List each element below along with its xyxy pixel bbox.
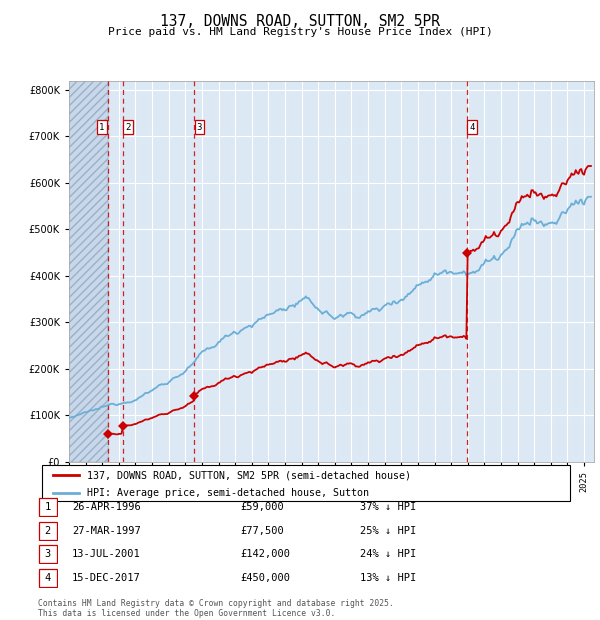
Text: 27-MAR-1997: 27-MAR-1997: [72, 526, 141, 536]
Text: 4: 4: [44, 573, 51, 583]
Bar: [69, 81, 107, 462]
Text: 24% ↓ HPI: 24% ↓ HPI: [360, 549, 416, 559]
Text: 3: 3: [44, 549, 51, 559]
Text: 13-JUL-2001: 13-JUL-2001: [72, 549, 141, 559]
Text: 137, DOWNS ROAD, SUTTON, SM2 5PR (semi-detached house): 137, DOWNS ROAD, SUTTON, SM2 5PR (semi-d…: [87, 470, 411, 480]
Text: 13% ↓ HPI: 13% ↓ HPI: [360, 573, 416, 583]
Bar: [69, 81, 107, 462]
Text: 15-DEC-2017: 15-DEC-2017: [72, 573, 141, 583]
Text: Price paid vs. HM Land Registry's House Price Index (HPI): Price paid vs. HM Land Registry's House …: [107, 27, 493, 37]
Text: 1: 1: [99, 123, 104, 131]
Text: 3: 3: [197, 123, 202, 131]
Text: 2: 2: [125, 123, 131, 131]
Text: HPI: Average price, semi-detached house, Sutton: HPI: Average price, semi-detached house,…: [87, 488, 369, 498]
Text: 26-APR-1996: 26-APR-1996: [72, 502, 141, 512]
Text: 25% ↓ HPI: 25% ↓ HPI: [360, 526, 416, 536]
Text: £59,000: £59,000: [240, 502, 284, 512]
Text: 137, DOWNS ROAD, SUTTON, SM2 5PR: 137, DOWNS ROAD, SUTTON, SM2 5PR: [160, 14, 440, 29]
Text: 2: 2: [44, 526, 51, 536]
Text: £77,500: £77,500: [240, 526, 284, 536]
Text: 4: 4: [470, 123, 475, 131]
Text: 37% ↓ HPI: 37% ↓ HPI: [360, 502, 416, 512]
Text: £142,000: £142,000: [240, 549, 290, 559]
Text: 1: 1: [44, 502, 51, 512]
Text: Contains HM Land Registry data © Crown copyright and database right 2025.
This d: Contains HM Land Registry data © Crown c…: [38, 599, 394, 618]
Text: £450,000: £450,000: [240, 573, 290, 583]
